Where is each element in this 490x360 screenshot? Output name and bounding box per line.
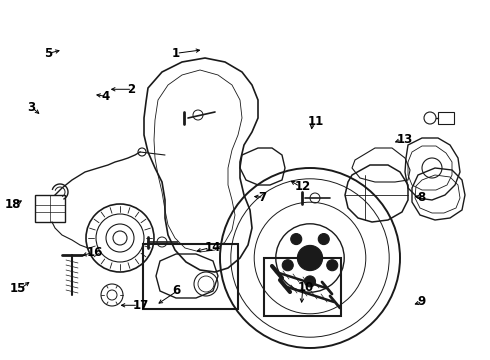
Text: 1: 1 — [172, 47, 179, 60]
Text: 10: 10 — [298, 281, 314, 294]
Text: 11: 11 — [308, 115, 324, 128]
Text: 4: 4 — [102, 90, 110, 103]
Circle shape — [318, 234, 329, 244]
Circle shape — [327, 260, 338, 271]
Text: 2: 2 — [127, 83, 135, 96]
Text: 5: 5 — [44, 47, 52, 60]
Text: 16: 16 — [87, 246, 103, 259]
Text: 8: 8 — [417, 191, 426, 204]
Text: 3: 3 — [27, 101, 35, 114]
Text: 14: 14 — [205, 241, 221, 254]
Text: 15: 15 — [9, 282, 25, 295]
Circle shape — [297, 246, 322, 271]
Text: 9: 9 — [417, 295, 426, 308]
Circle shape — [282, 260, 293, 271]
Circle shape — [291, 234, 302, 244]
Text: 18: 18 — [4, 198, 21, 211]
Text: 13: 13 — [397, 133, 413, 146]
Bar — [143, 244, 238, 309]
Text: 12: 12 — [295, 180, 311, 193]
Text: 17: 17 — [133, 299, 149, 312]
Text: 7: 7 — [259, 191, 267, 204]
Text: 6: 6 — [172, 284, 181, 297]
Bar — [264, 258, 341, 316]
Bar — [438, 112, 454, 124]
Circle shape — [304, 276, 316, 287]
